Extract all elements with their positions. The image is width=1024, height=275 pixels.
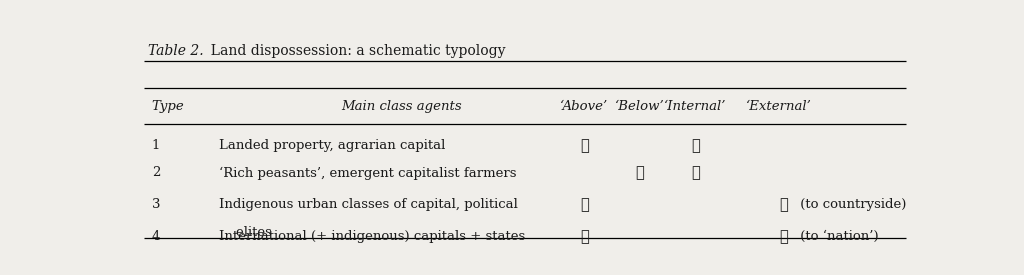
- Text: ✓: ✓: [636, 166, 644, 180]
- Text: ‘Internal’: ‘Internal’: [665, 100, 727, 113]
- Text: Land dispossession: a schematic typology: Land dispossession: a schematic typology: [202, 43, 505, 57]
- Text: ✓: ✓: [580, 230, 589, 244]
- Text: Table 2.: Table 2.: [147, 43, 204, 57]
- Text: ‘Above’: ‘Above’: [560, 100, 608, 113]
- Text: Main class agents: Main class agents: [341, 100, 462, 113]
- Text: Landed property, agrarian capital: Landed property, agrarian capital: [219, 139, 445, 152]
- Text: Type: Type: [152, 100, 184, 113]
- Text: ✓: ✓: [778, 230, 787, 244]
- Text: 4: 4: [152, 230, 160, 243]
- Text: ✓: ✓: [580, 139, 589, 153]
- Text: ✓: ✓: [691, 139, 699, 153]
- Text: ✓: ✓: [580, 198, 589, 212]
- Text: ✓: ✓: [778, 198, 787, 212]
- Text: (to ‘nation’): (to ‘nation’): [797, 230, 879, 243]
- Text: ‘External’: ‘External’: [745, 100, 812, 113]
- Text: 3: 3: [152, 198, 161, 211]
- Text: (to countryside): (to countryside): [797, 198, 906, 211]
- Text: International (+ indigenous) capitals + states: International (+ indigenous) capitals + …: [219, 230, 525, 243]
- Text: ‘Below’: ‘Below’: [615, 100, 665, 113]
- Text: 1: 1: [152, 139, 160, 152]
- Text: ‘Rich peasants’, emergent capitalist farmers: ‘Rich peasants’, emergent capitalist far…: [219, 166, 517, 180]
- Text: 2: 2: [152, 166, 160, 179]
- Text: elites: elites: [219, 226, 272, 239]
- Text: Indigenous urban classes of capital, political: Indigenous urban classes of capital, pol…: [219, 198, 518, 211]
- Text: ✓: ✓: [691, 166, 699, 180]
